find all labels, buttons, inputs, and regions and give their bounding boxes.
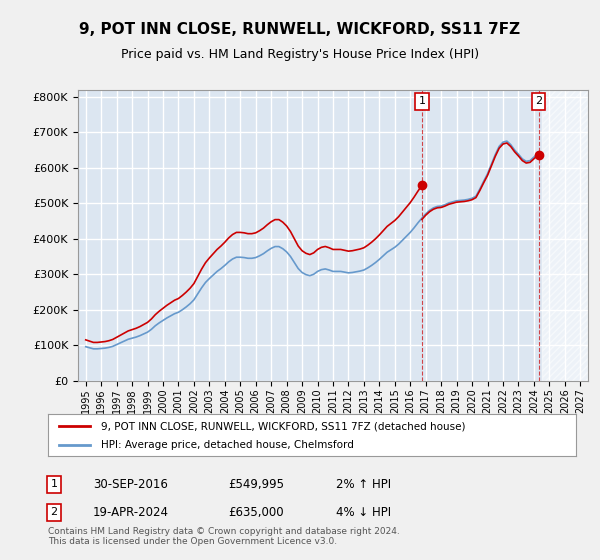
Text: 1: 1	[50, 479, 58, 489]
Text: 2% ↑ HPI: 2% ↑ HPI	[336, 478, 391, 491]
Text: £549,995: £549,995	[228, 478, 284, 491]
Text: 19-APR-2024: 19-APR-2024	[93, 506, 169, 519]
Text: Price paid vs. HM Land Registry's House Price Index (HPI): Price paid vs. HM Land Registry's House …	[121, 48, 479, 60]
Text: 2: 2	[535, 96, 542, 106]
Text: 2: 2	[50, 507, 58, 517]
Bar	[542, 90, 588, 381]
Text: 9, POT INN CLOSE, RUNWELL, WICKFORD, SS11 7FZ (detached house): 9, POT INN CLOSE, RUNWELL, WICKFORD, SS1…	[101, 421, 466, 431]
Text: 4% ↓ HPI: 4% ↓ HPI	[336, 506, 391, 519]
Text: £635,000: £635,000	[228, 506, 284, 519]
Text: 9, POT INN CLOSE, RUNWELL, WICKFORD, SS11 7FZ: 9, POT INN CLOSE, RUNWELL, WICKFORD, SS1…	[79, 22, 521, 38]
Text: 1: 1	[418, 96, 425, 106]
Text: HPI: Average price, detached house, Chelmsford: HPI: Average price, detached house, Chel…	[101, 440, 353, 450]
Text: Contains HM Land Registry data © Crown copyright and database right 2024.
This d: Contains HM Land Registry data © Crown c…	[48, 526, 400, 546]
Text: 30-SEP-2016: 30-SEP-2016	[93, 478, 168, 491]
